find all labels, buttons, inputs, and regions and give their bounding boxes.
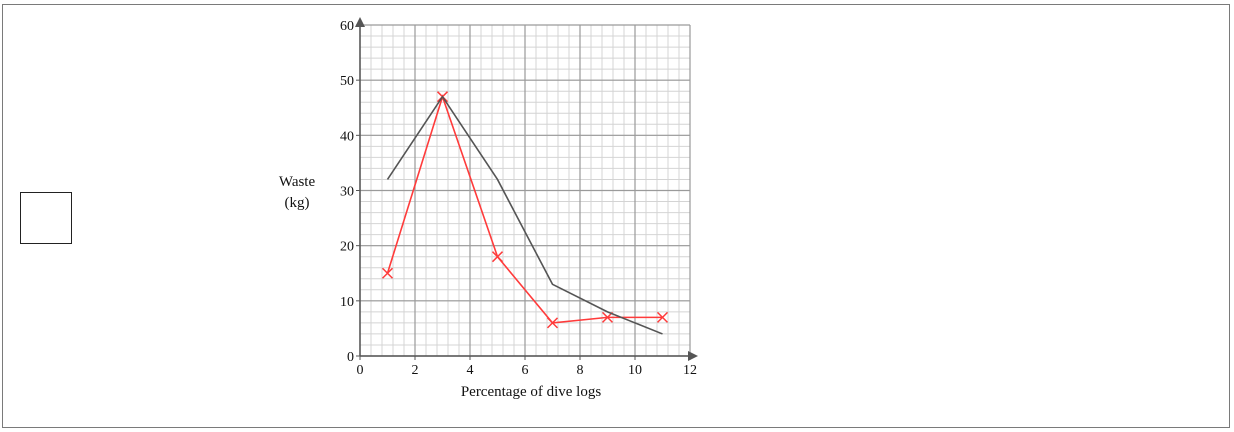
x-tick-label: 8 <box>577 363 584 378</box>
y-tick-label: 30 <box>340 185 354 200</box>
y-tick-label: 0 <box>347 350 354 365</box>
axes <box>355 17 698 361</box>
y-tick-label: 40 <box>340 129 354 144</box>
y-tick-label: 20 <box>340 240 354 255</box>
series-1-point <box>381 267 394 279</box>
y-axis-label: Waste (kg) <box>262 172 332 214</box>
x-tick-label: 4 <box>467 363 474 378</box>
x-tick-label: 0 <box>357 363 364 378</box>
y-tick-label: 10 <box>340 295 354 310</box>
series-2-line <box>386 95 663 335</box>
tick-labels: 0 2 4 6 8 10 12 0 10 20 30 40 50 60 <box>340 19 697 378</box>
y-tick-label: 60 <box>340 19 354 34</box>
question-panel <box>2 4 1230 428</box>
x-tick-label: 6 <box>522 363 529 378</box>
series-1-line <box>386 94 663 324</box>
series-1-point <box>491 251 504 263</box>
x-tick-label: 2 <box>412 363 419 378</box>
x-axis-label: Percentage of dive logs <box>461 384 602 400</box>
x-tick-label: 12 <box>683 363 697 378</box>
series-1-point <box>656 311 669 323</box>
answer-checkbox[interactable] <box>20 192 72 244</box>
y-axis-label-line-1: Waste <box>278 174 316 190</box>
series-1-point <box>546 317 559 329</box>
y-axis-label-line-2: (kg) <box>284 195 310 211</box>
y-tick-label: 50 <box>340 74 354 89</box>
major-grid <box>359 24 691 357</box>
series-group <box>381 91 669 335</box>
x-tick-label: 10 <box>628 363 642 378</box>
